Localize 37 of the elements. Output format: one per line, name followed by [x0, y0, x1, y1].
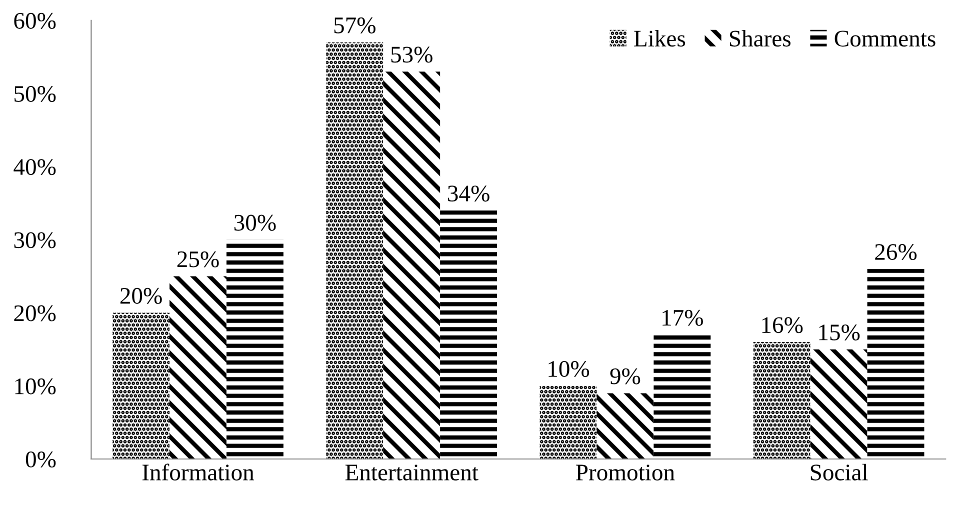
data-label: 16% — [762, 317, 803, 334]
bar — [810, 349, 868, 459]
bar — [112, 312, 170, 459]
data-label: 34% — [448, 186, 490, 202]
data-label: 26% — [875, 244, 917, 260]
bar — [753, 342, 810, 459]
legend-label: Comments — [834, 30, 936, 47]
x-tick-label: Information — [142, 464, 254, 480]
y-tick-label: 30% — [14, 232, 56, 248]
data-label: 10% — [548, 361, 590, 378]
y-tick-label: 40% — [14, 159, 56, 176]
data-label: 20% — [120, 288, 162, 304]
x-tick-label: Social — [810, 464, 868, 480]
bar — [596, 393, 654, 459]
legend-label: Likes — [634, 30, 686, 47]
bar — [226, 240, 284, 459]
bar — [326, 42, 384, 459]
y-tick-label: 10% — [15, 378, 56, 394]
bar — [383, 72, 440, 459]
y-tick-label: 20% — [14, 305, 56, 322]
x-tick-label: Entertainment — [345, 464, 478, 480]
y-tick-label: 50% — [14, 86, 56, 102]
data-label: 15% — [819, 324, 860, 340]
y-tick-label: 0% — [26, 451, 56, 468]
data-label: 57% — [334, 17, 376, 34]
data-label: 53% — [391, 46, 432, 63]
data-label: 25% — [177, 251, 219, 268]
bar — [440, 210, 498, 459]
data-label: 30% — [234, 214, 276, 231]
y-tick-label: 60% — [14, 12, 56, 29]
legend-label: Shares — [730, 30, 790, 47]
data-label: 9% — [610, 368, 640, 384]
bar — [540, 386, 597, 459]
data-label: 17% — [662, 310, 703, 326]
x-tick-label: Promotion — [576, 464, 675, 480]
bar — [654, 334, 711, 459]
bar — [170, 276, 226, 459]
